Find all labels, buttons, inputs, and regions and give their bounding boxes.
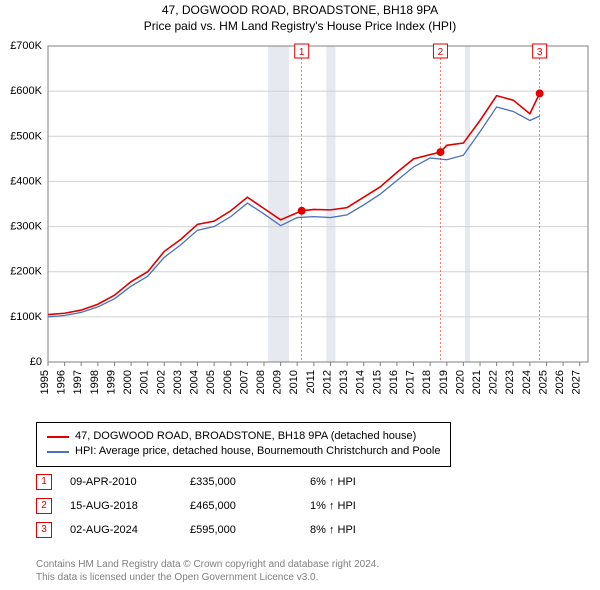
svg-text:2007: 2007 [238, 370, 250, 394]
svg-text:1995: 1995 [39, 370, 51, 394]
sale-date: 09-APR-2010 [70, 476, 190, 488]
sale-pct: 6% ↑ HPI [310, 476, 370, 488]
sale-marker-3: 3 [36, 522, 52, 538]
sale-pct: 1% ↑ HPI [310, 500, 370, 512]
svg-text:Price paid vs. HM Land Registr: Price paid vs. HM Land Registry's House … [144, 19, 456, 33]
svg-text:£0: £0 [30, 356, 42, 368]
svg-text:3: 3 [537, 47, 543, 58]
svg-text:1: 1 [299, 47, 305, 58]
sale-marker-2: 2 [36, 498, 52, 514]
svg-text:2015: 2015 [371, 370, 383, 394]
svg-text:2006: 2006 [222, 370, 234, 394]
svg-text:1998: 1998 [89, 370, 101, 394]
price-chart: 47, DOGWOOD ROAD, BROADSTONE, BH18 9PA Pr… [0, 0, 600, 410]
svg-text:2010: 2010 [288, 370, 300, 394]
sale-price: £335,000 [190, 476, 310, 488]
svg-text:£500K: £500K [10, 130, 42, 142]
svg-text:2014: 2014 [355, 370, 367, 394]
svg-text:£400K: £400K [10, 175, 42, 187]
svg-text:2012: 2012 [321, 370, 333, 394]
svg-text:2008: 2008 [255, 370, 267, 394]
svg-text:2023: 2023 [504, 370, 516, 394]
svg-text:2013: 2013 [338, 370, 350, 394]
svg-text:2019: 2019 [438, 370, 450, 394]
legend-red-label: 47, DOGWOOD ROAD, BROADSTONE, BH18 9PA (… [75, 429, 416, 444]
sale-price: £465,000 [190, 500, 310, 512]
svg-text:2025: 2025 [537, 370, 549, 394]
sale-price: £595,000 [190, 524, 310, 536]
footer: Contains HM Land Registry data © Crown c… [36, 558, 379, 584]
sale-row-2: 2 15-AUG-2018 £465,000 1% ↑ HPI [36, 498, 370, 514]
sale-marker-1: 1 [36, 474, 52, 490]
svg-text:2003: 2003 [172, 370, 184, 394]
svg-text:2009: 2009 [272, 370, 284, 394]
legend-swatch-blue [47, 451, 69, 453]
svg-text:1996: 1996 [56, 370, 68, 394]
svg-text:2022: 2022 [488, 370, 500, 394]
footer-line2: This data is licensed under the Open Gov… [36, 571, 379, 584]
svg-text:2027: 2027 [571, 370, 583, 394]
sale-date: 02-AUG-2024 [70, 524, 190, 536]
svg-text:2021: 2021 [471, 370, 483, 394]
svg-text:2001: 2001 [139, 370, 151, 394]
sale-row-3: 3 02-AUG-2024 £595,000 8% ↑ HPI [36, 522, 370, 538]
svg-text:2017: 2017 [405, 370, 417, 394]
legend: 47, DOGWOOD ROAD, BROADSTONE, BH18 9PA (… [36, 422, 451, 467]
svg-text:2026: 2026 [554, 370, 566, 394]
svg-text:£100K: £100K [10, 311, 42, 323]
legend-blue-label: HPI: Average price, detached house, Bour… [75, 444, 440, 459]
svg-text:£600K: £600K [10, 85, 42, 97]
svg-text:2018: 2018 [421, 370, 433, 394]
svg-text:1999: 1999 [105, 370, 117, 394]
sale-date: 15-AUG-2018 [70, 500, 190, 512]
svg-text:2024: 2024 [521, 370, 533, 394]
svg-text:£700K: £700K [10, 40, 42, 52]
svg-text:£300K: £300K [10, 221, 42, 233]
svg-text:2000: 2000 [122, 370, 134, 394]
svg-text:£200K: £200K [10, 266, 42, 278]
legend-swatch-red [47, 436, 69, 438]
svg-text:2002: 2002 [155, 370, 167, 394]
svg-text:2011: 2011 [305, 370, 317, 394]
svg-text:2005: 2005 [205, 370, 217, 394]
svg-text:2: 2 [438, 47, 444, 58]
svg-text:2016: 2016 [388, 370, 400, 394]
svg-text:2004: 2004 [189, 370, 201, 394]
svg-text:1997: 1997 [72, 370, 84, 394]
sale-pct: 8% ↑ HPI [310, 524, 370, 536]
svg-text:47, DOGWOOD ROAD, BROADSTONE,: 47, DOGWOOD ROAD, BROADSTONE, BH18 9PA [162, 3, 438, 17]
footer-line1: Contains HM Land Registry data © Crown c… [36, 558, 379, 571]
svg-text:2020: 2020 [454, 370, 466, 394]
sale-row-1: 1 09-APR-2010 £335,000 6% ↑ HPI [36, 474, 370, 490]
